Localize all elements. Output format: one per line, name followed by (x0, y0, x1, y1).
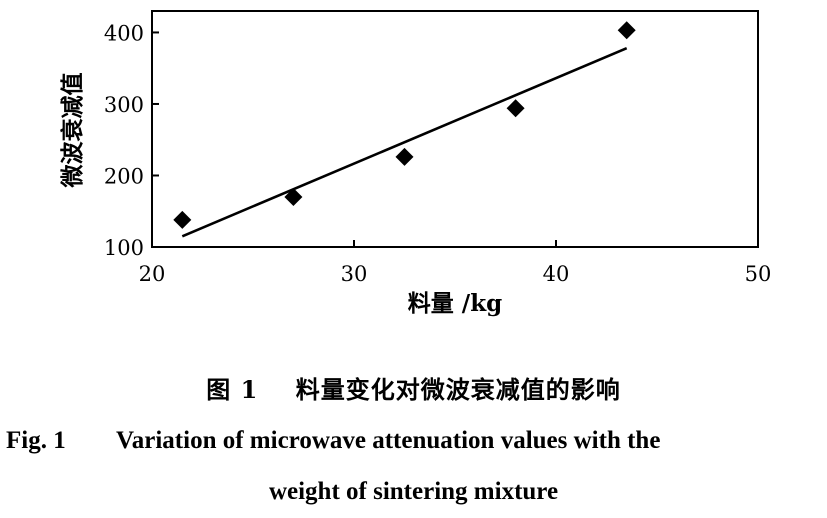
y-axis-label: 微波衰减值 (59, 73, 86, 189)
data-point-marker (617, 21, 636, 40)
caption-chinese: 图 1 料量变化对微波衰减值的影响 (0, 370, 827, 405)
caption-cn-text: 料量变化对微波衰减值的影响 (295, 375, 621, 404)
x-axis-label: 料量 /kg (408, 290, 502, 317)
y-tick-label: 100 (104, 236, 144, 260)
trend-line-group (181, 46, 628, 238)
x-tick-label: 20 (139, 262, 166, 286)
data-point-marker (506, 99, 525, 118)
caption-en-label: Fig. 1 (6, 427, 66, 454)
chart-svg: 20 30 40 50 100 200 300 400 料量 /kg 微波衰减值 (59, 10, 771, 317)
plot-frame (151, 10, 759, 248)
x-tick-label: 40 (543, 262, 570, 286)
data-points (173, 21, 636, 229)
y-tick-label: 400 (104, 21, 144, 45)
y-tick-label: 300 (104, 93, 144, 117)
caption-cn-label: 图 1 (206, 375, 259, 404)
y-tick-label: 200 (104, 164, 144, 188)
trend-line (181, 46, 628, 238)
axis-ticks: 20 30 40 50 100 200 300 400 (104, 21, 771, 286)
data-point-marker (284, 187, 303, 206)
chart-figure: 20 30 40 50 100 200 300 400 料量 /kg 微波衰减值 (59, 10, 771, 317)
x-tick-label: 50 (745, 262, 772, 286)
caption-en-text-line1: Variation of microwave attenuation value… (116, 427, 661, 454)
caption-english-line2: weight of sintering mixture (0, 478, 827, 506)
caption-english-line1: Fig. 1 Variation of microwave attenuation… (6, 427, 824, 455)
data-point-marker (395, 147, 414, 166)
data-point-marker (173, 210, 192, 229)
caption-en-text-line2: weight of sintering mixture (268, 478, 559, 505)
x-tick-label: 30 (341, 262, 368, 286)
